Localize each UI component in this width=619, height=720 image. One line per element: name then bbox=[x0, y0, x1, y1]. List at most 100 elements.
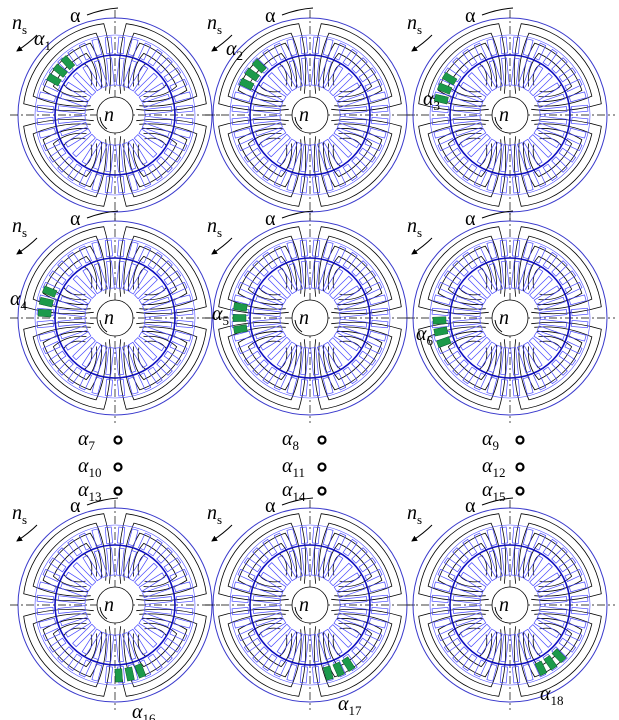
intermediate-label-sub: 7 bbox=[89, 438, 96, 453]
stator-slot bbox=[253, 157, 269, 173]
speed-arrow bbox=[212, 525, 232, 541]
stator-slot bbox=[323, 174, 333, 191]
coil-slot bbox=[434, 327, 448, 336]
stator-slot bbox=[352, 157, 368, 173]
stator-slot bbox=[157, 360, 173, 376]
speed-arrow bbox=[412, 238, 432, 254]
stator-slot bbox=[58, 647, 74, 663]
speed-label: ns bbox=[407, 12, 422, 37]
stator-slot bbox=[352, 58, 368, 74]
position-dot bbox=[517, 464, 524, 471]
position-dot bbox=[319, 437, 326, 444]
stator-slot bbox=[323, 377, 333, 394]
rotor-speed-label: n bbox=[104, 594, 114, 616]
position-label-sub: 16 bbox=[143, 711, 157, 720]
stator-slot bbox=[552, 58, 568, 74]
motor-cross-section bbox=[205, 8, 415, 220]
rotor-speed-label: n bbox=[499, 594, 509, 616]
stator-slot bbox=[174, 128, 191, 138]
stator-slot bbox=[487, 529, 497, 546]
position-label-base: α bbox=[423, 88, 434, 110]
stator-slot bbox=[253, 261, 269, 277]
speed-label: ns bbox=[207, 12, 222, 37]
angle-label: α bbox=[465, 495, 476, 517]
stator-slot bbox=[157, 58, 173, 74]
shaft bbox=[97, 300, 133, 336]
coil-slot bbox=[233, 315, 246, 322]
position-label: α6 bbox=[416, 323, 434, 348]
rotor-slot bbox=[501, 634, 509, 661]
stator-slot bbox=[323, 39, 333, 56]
stator-slot bbox=[92, 529, 102, 546]
stator-slot bbox=[39, 618, 56, 628]
speed-label: ns bbox=[12, 215, 27, 240]
rotor-slot bbox=[311, 58, 319, 85]
coil-slot bbox=[38, 309, 51, 317]
speed-label-base: n bbox=[207, 215, 217, 237]
stator-slot bbox=[453, 548, 469, 564]
stator-slot bbox=[58, 360, 74, 376]
stator-slot bbox=[234, 618, 251, 628]
stator-slot bbox=[569, 618, 586, 628]
motor-cross-section bbox=[205, 211, 415, 423]
motor-cross-section bbox=[205, 498, 415, 710]
position-label: α2 bbox=[226, 38, 243, 63]
stator-slot bbox=[352, 261, 368, 277]
rotor-slot bbox=[58, 309, 85, 317]
intermediate-label-base: α bbox=[78, 428, 89, 450]
stator-slot bbox=[128, 174, 138, 191]
stator-slot bbox=[157, 647, 173, 663]
rotor-slot bbox=[501, 347, 509, 374]
position-label: α17 bbox=[338, 693, 362, 718]
intermediate-label-sub: 14 bbox=[293, 489, 307, 504]
angle-label: α bbox=[265, 208, 276, 230]
stator-slot bbox=[523, 664, 533, 681]
speed-label: ns bbox=[207, 215, 222, 240]
stator-slot bbox=[253, 647, 269, 663]
stator-slot bbox=[253, 548, 269, 564]
stator-slot bbox=[487, 664, 497, 681]
speed-label-base: n bbox=[207, 502, 217, 524]
speed-label-sub: s bbox=[417, 512, 422, 527]
motor-cross-section bbox=[405, 211, 615, 423]
shaft bbox=[97, 587, 133, 623]
intermediate-label: α7 bbox=[78, 428, 96, 453]
speed-label-sub: s bbox=[217, 22, 222, 37]
position-label-base: α bbox=[212, 303, 223, 325]
intermediate-label-sub: 13 bbox=[89, 489, 102, 504]
rotor-slot bbox=[58, 106, 85, 114]
position-label-sub: 17 bbox=[349, 703, 363, 718]
diagram: nsαnα1nsαnα2nsαnα3nsαnα4nsαnα5nsαnα6nsαn… bbox=[0, 0, 619, 720]
stator-slot bbox=[157, 548, 173, 564]
stator-slot bbox=[39, 582, 56, 592]
stator-slot bbox=[174, 295, 191, 305]
stator-slot bbox=[352, 360, 368, 376]
rotor-slot bbox=[106, 347, 114, 374]
intermediate-label-sub: 8 bbox=[293, 438, 300, 453]
position-label: α3 bbox=[423, 88, 440, 113]
speed-arrow bbox=[17, 238, 37, 254]
rotor-slot bbox=[253, 309, 280, 317]
rotor-speed-label: n bbox=[499, 307, 509, 329]
speed-label-sub: s bbox=[417, 225, 422, 240]
intermediate-label-base: α bbox=[482, 428, 493, 450]
speed-label-sub: s bbox=[217, 225, 222, 240]
angle-label: α bbox=[70, 208, 81, 230]
rotor-slot bbox=[453, 106, 480, 114]
rotor-slot bbox=[539, 319, 566, 327]
stator-slot bbox=[92, 242, 102, 259]
stator-slot bbox=[253, 360, 269, 376]
speed-label: ns bbox=[12, 12, 27, 37]
position-label-sub: 5 bbox=[223, 313, 230, 328]
rotor-slot bbox=[539, 116, 566, 124]
position-dot bbox=[115, 488, 122, 495]
stator-slot bbox=[453, 360, 469, 376]
stator-slot bbox=[569, 331, 586, 341]
intermediate-label: α15 bbox=[482, 479, 506, 504]
speed-label: ns bbox=[407, 215, 422, 240]
intermediate-label-base: α bbox=[78, 455, 89, 477]
intermediate-label: α8 bbox=[282, 428, 299, 453]
angle-label: α bbox=[265, 5, 276, 27]
rotor-slot bbox=[301, 634, 309, 661]
stator-slot bbox=[234, 92, 251, 102]
